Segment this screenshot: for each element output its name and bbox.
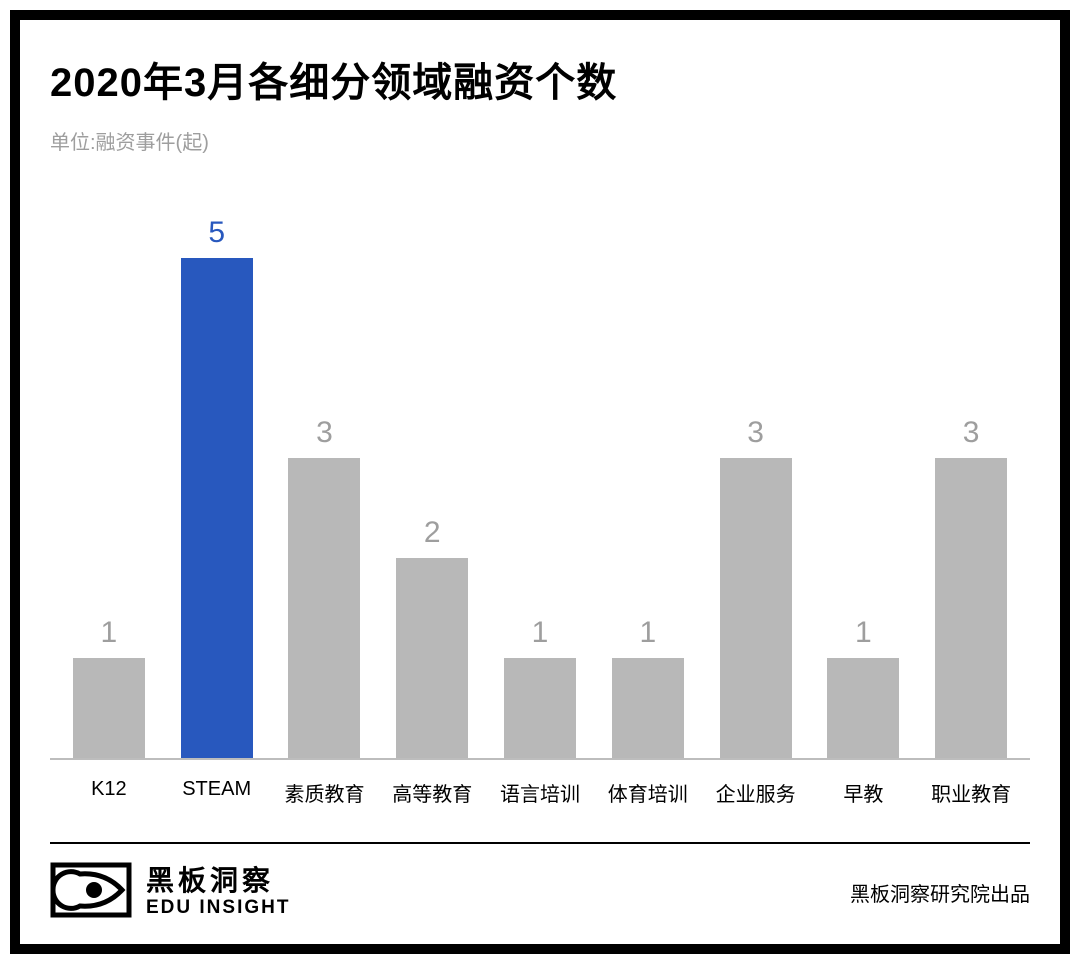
category-label: 体育培训 (594, 778, 702, 807)
category-label: 高等教育 (378, 778, 486, 807)
chart-subtitle: 单位:融资事件(起) (50, 126, 1030, 155)
bar-value-label: 3 (747, 416, 764, 450)
bar-wrap: 3 (917, 416, 1025, 758)
bar-value-label: 3 (316, 416, 333, 450)
bar (73, 658, 145, 758)
bar-value-label: 5 (208, 216, 225, 250)
bar-wrap: 3 (271, 416, 379, 758)
category-label: 职业教育 (917, 778, 1025, 807)
bar (720, 458, 792, 758)
credit-text: 黑板洞察研究院出品 (850, 878, 1030, 907)
category-label: STEAM (163, 778, 271, 807)
bar-wrap: 1 (809, 616, 917, 758)
logo-icon (50, 862, 132, 923)
category-labels: K12STEAM素质教育高等教育语言培训体育培训企业服务早教职业教育 (50, 760, 1030, 807)
bar-value-label: 1 (855, 616, 872, 650)
bars-container: 1 5 3 2 1 1 3 1 3 (50, 205, 1030, 760)
bar-value-label: 3 (963, 416, 980, 450)
logo-en: EDU INSIGHT (146, 897, 290, 919)
bar (181, 258, 253, 758)
chart-area: 1 5 3 2 1 1 3 1 3 K12STEAM素质教育高等教育语言培训体育培训企业服务早教… (50, 175, 1030, 807)
chart-title: 2020年3月各细分领域融资个数 (50, 50, 1030, 108)
category-label: 企业服务 (702, 778, 810, 807)
bar-wrap: 1 (486, 616, 594, 758)
chart-frame: 2020年3月各细分领域融资个数 单位:融资事件(起) 1 5 3 2 1 1 3 1 3 K1… (10, 10, 1070, 954)
bar-value-label: 1 (532, 616, 549, 650)
logo-cn: 黑板洞察 (146, 865, 290, 897)
bar-wrap: 1 (55, 616, 163, 758)
logo-section: 黑板洞察 EDU INSIGHT (50, 862, 290, 923)
bar-wrap: 2 (378, 516, 486, 758)
bar-wrap: 1 (594, 616, 702, 758)
bar-value-label: 1 (101, 616, 118, 650)
bar (612, 658, 684, 758)
bar (827, 658, 899, 758)
bar (504, 658, 576, 758)
bar (288, 458, 360, 758)
bar-wrap: 3 (702, 416, 810, 758)
footer: 黑板洞察 EDU INSIGHT 黑板洞察研究院出品 (50, 844, 1030, 924)
bar (935, 458, 1007, 758)
category-label: 素质教育 (271, 778, 379, 807)
logo-text: 黑板洞察 EDU INSIGHT (146, 865, 290, 919)
category-label: 早教 (809, 778, 917, 807)
bar-wrap: 5 (163, 216, 271, 758)
category-label: K12 (55, 778, 163, 807)
bar-value-label: 2 (424, 516, 441, 550)
category-label: 语言培训 (486, 778, 594, 807)
bar (396, 558, 468, 758)
bar-value-label: 1 (639, 616, 656, 650)
